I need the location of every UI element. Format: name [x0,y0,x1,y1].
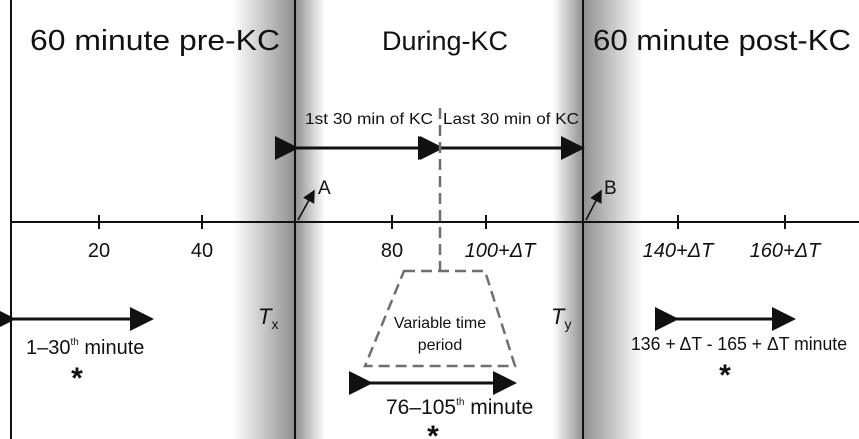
ty-letter: T [551,304,566,329]
pre-window-label: 1–30th minute [26,337,144,359]
axis-tick-label-140: 140+ΔT [643,240,715,262]
post-window-asterisk: * [719,359,731,392]
pre-window-start: 1–30 [26,337,71,359]
tx-label: Tx [258,304,278,332]
during-window-ordinal: th [456,397,464,408]
tx-subscript: x [271,316,278,332]
tx-shadow-right [295,0,325,439]
ty-subscript: y [564,316,571,332]
pre-window-ordinal: th [71,337,79,348]
variable-time-period-trapezoid [363,269,517,368]
during-kc-title: During-KC [382,26,508,56]
post-kc-title: 60 minute post-KC [593,25,851,57]
axis-tick-label-40: 40 [191,240,213,262]
first-30-min-label: 1st 30 min of KC [305,111,433,128]
point-b-arrow [585,189,602,221]
post-window-label: 136 + ΔT - 165 + ΔT minute [631,334,847,354]
axis-tick-marks [98,215,786,229]
axis-tick-label-20: 20 [88,240,110,262]
pre-window-end: minute [79,337,145,359]
pre-window-asterisk: * [71,362,83,395]
point-a-label: A [318,178,331,199]
axis-tick-label-160: 160+ΔT [750,240,822,262]
point-b-label: B [604,178,617,199]
axis-tick-label-80: 80 [381,240,403,262]
ty-label: Ty [551,304,571,332]
during-window-end: minute [464,396,533,419]
tx-shadow-left [232,0,295,439]
tx-letter: T [258,304,273,329]
point-a-arrow [297,189,315,221]
pre-kc-title: 60 minute pre-KC [30,25,280,57]
during-window-label: 76–105th minute [386,396,533,419]
ty-shadow-right [583,0,643,439]
during-window-asterisk: * [427,420,439,439]
last-30-min-label: Last 30 min of KC [443,111,579,128]
during-window-start: 76–105 [386,396,456,419]
variable-time-label-line1: Variable time [394,315,486,332]
ty-shadow-left [553,0,583,439]
axis-tick-label-100: 100+ΔT [465,240,537,262]
variable-time-label-line2: period [418,337,462,354]
